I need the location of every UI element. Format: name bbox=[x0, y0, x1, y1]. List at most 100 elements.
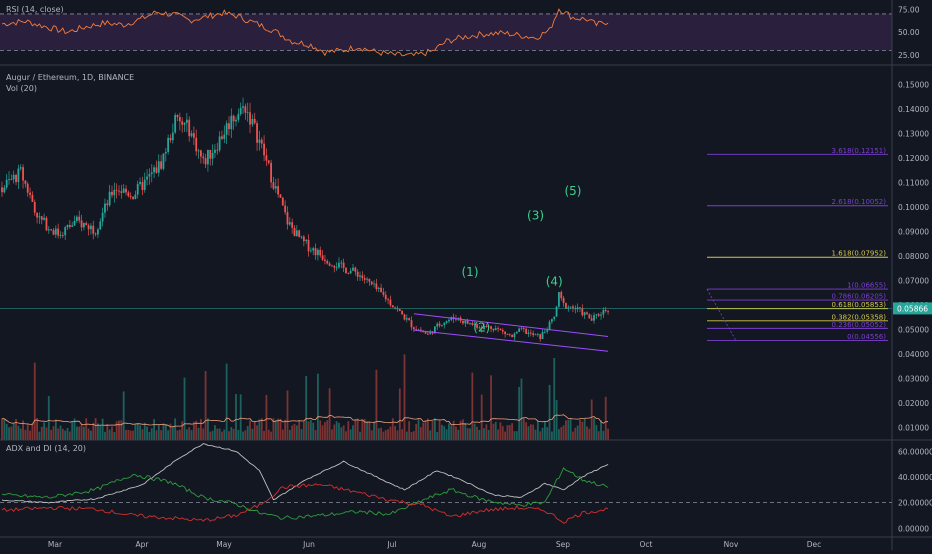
volume-legend[interactable]: Vol (20) bbox=[6, 84, 37, 93]
candle-body bbox=[476, 324, 478, 328]
wave-label: (4) bbox=[546, 274, 563, 288]
volume-bar bbox=[412, 431, 415, 440]
candle-body bbox=[436, 323, 439, 327]
volume-bar bbox=[68, 431, 71, 440]
time-axis-label: May bbox=[216, 540, 232, 549]
candle-body bbox=[225, 123, 228, 135]
candle-body bbox=[10, 179, 13, 180]
volume-bar bbox=[43, 422, 46, 440]
candle-body bbox=[178, 117, 181, 122]
volume-bar bbox=[218, 428, 221, 440]
candle-body bbox=[52, 230, 55, 235]
candle-body bbox=[235, 119, 237, 122]
volume-bar bbox=[490, 375, 492, 440]
candle-body bbox=[405, 318, 408, 320]
candle-body bbox=[424, 332, 427, 334]
volume-bar bbox=[497, 429, 499, 440]
candle-body bbox=[183, 122, 186, 125]
symbol-legend[interactable]: Augur / Ethereum, 1D, BINANCE bbox=[6, 73, 134, 82]
volume-bar bbox=[90, 430, 92, 440]
fib-level-label: 0.236(0.05052) bbox=[832, 321, 887, 329]
time-axis-label: Aug bbox=[472, 540, 487, 549]
price-axis-tick: 0.12000 bbox=[898, 154, 929, 163]
candle-body bbox=[513, 333, 516, 338]
candle-body bbox=[17, 168, 20, 183]
time-axis-label: Apr bbox=[136, 540, 150, 549]
channel-lower-line bbox=[413, 329, 609, 352]
rsi-legend[interactable]: RSI (14, close) bbox=[6, 5, 64, 14]
adx-legend[interactable]: ADX and DI (14, 20) bbox=[6, 444, 86, 453]
volume-bar bbox=[288, 429, 291, 440]
volume-bar bbox=[118, 420, 120, 440]
volume-bar bbox=[15, 419, 17, 440]
candle-body bbox=[340, 262, 343, 264]
candle-body bbox=[380, 287, 382, 293]
volume-bar bbox=[597, 431, 600, 440]
time-axis-label: Jun bbox=[302, 540, 315, 549]
volume-bar bbox=[476, 426, 478, 440]
volume-bar bbox=[197, 427, 200, 440]
candle-body bbox=[90, 225, 92, 230]
candle-body bbox=[143, 179, 146, 190]
candle-body bbox=[494, 328, 497, 331]
volume-bar bbox=[408, 421, 411, 440]
candle-body bbox=[66, 224, 69, 228]
price-axis-tick: 0.10000 bbox=[898, 203, 929, 212]
volume-bar bbox=[164, 424, 167, 440]
volume-bar bbox=[553, 358, 556, 440]
volume-bar bbox=[600, 420, 602, 440]
candle-body bbox=[581, 308, 584, 316]
volume-bar bbox=[579, 420, 581, 440]
candle-body bbox=[214, 149, 216, 153]
candle-body bbox=[281, 197, 284, 206]
candle-body bbox=[352, 267, 354, 271]
volume-bar bbox=[419, 427, 422, 440]
volume-bar bbox=[204, 371, 207, 440]
candle-body bbox=[125, 188, 127, 193]
candle-body bbox=[412, 327, 415, 330]
volume-bar bbox=[464, 422, 467, 440]
volume-bar bbox=[574, 427, 577, 440]
volume-bar bbox=[270, 431, 272, 440]
volume-bar bbox=[349, 429, 352, 440]
candle-body bbox=[265, 155, 268, 161]
price-axis-tick: 0.01000 bbox=[898, 424, 929, 433]
candle-body bbox=[164, 151, 167, 154]
candle-body bbox=[543, 331, 546, 333]
volume-bar bbox=[508, 424, 511, 440]
candle-body bbox=[541, 332, 544, 340]
volume-bar bbox=[307, 421, 310, 440]
volume-bar bbox=[190, 430, 193, 440]
volume-bar bbox=[228, 431, 230, 440]
volume-bar bbox=[361, 419, 364, 440]
volume-bar bbox=[263, 430, 265, 440]
volume-bar bbox=[359, 431, 361, 440]
candle-body bbox=[64, 227, 67, 236]
price-axis-tick: 0.14000 bbox=[898, 105, 929, 114]
candle-body bbox=[335, 267, 338, 269]
candle-body bbox=[288, 222, 291, 225]
volume-bar bbox=[445, 429, 448, 440]
candle-body bbox=[211, 152, 214, 159]
candle-body bbox=[230, 115, 233, 130]
volume-bar bbox=[8, 427, 10, 440]
candle-body bbox=[553, 316, 556, 320]
volume-bar bbox=[499, 422, 502, 440]
candle-body bbox=[354, 267, 357, 272]
volume-bar bbox=[200, 419, 202, 440]
fib-trend-line bbox=[706, 288, 737, 341]
candle-body bbox=[207, 149, 209, 165]
candle-body bbox=[520, 327, 523, 329]
candle-body bbox=[324, 259, 326, 261]
volume-bar bbox=[466, 428, 469, 440]
volume-bar bbox=[345, 431, 347, 440]
price-axis-tick: 0.03000 bbox=[898, 375, 929, 384]
volume-bar bbox=[66, 428, 69, 440]
candle-body bbox=[548, 321, 551, 331]
volume-bar bbox=[473, 423, 476, 440]
volume-bar bbox=[61, 428, 64, 440]
candle-body bbox=[515, 331, 518, 334]
candle-body bbox=[551, 319, 553, 322]
di-minus-line bbox=[1, 483, 609, 524]
